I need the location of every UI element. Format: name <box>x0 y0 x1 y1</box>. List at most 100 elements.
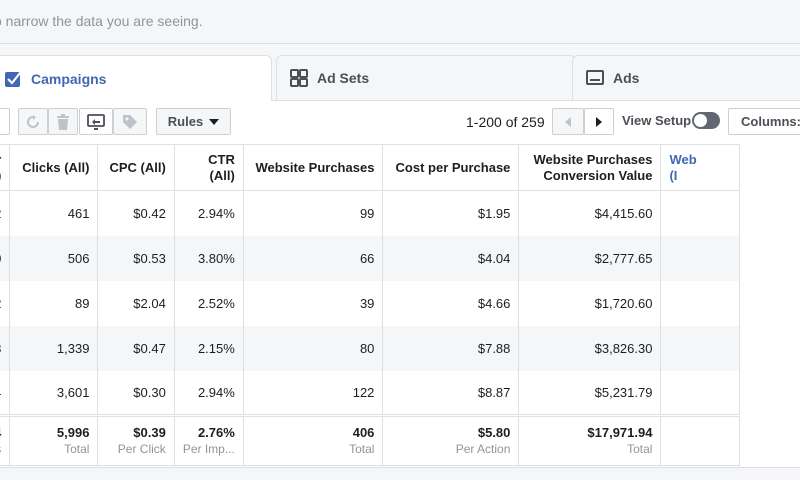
tab-ad-sets[interactable]: Ad Sets <box>276 55 576 101</box>
refresh-icon <box>25 114 41 130</box>
table-row[interactable]: 20.00506$0.533.80%66$4.04$2,777.65 <box>0 235 740 281</box>
table-row[interactable]: 51.4289$2.042.52%39$4.66$1,720.60 <box>0 280 740 326</box>
table-cell: 66 <box>243 235 384 281</box>
caret-down-icon <box>209 118 220 125</box>
data-table-wrap: t perons)Clicks (All)CPC (All)CTR(All)We… <box>0 144 800 468</box>
table-row[interactable]: 10.131,339$0.472.15%80$7.88$3,826.30 <box>0 325 740 371</box>
toolbar: Rules Columns: <box>0 100 800 144</box>
table-cell: $8.87 <box>382 370 520 416</box>
table-cell: $2,777.65 <box>518 235 662 281</box>
duplicate-icon <box>87 113 105 130</box>
table-row[interactable]: 12.32461$0.422.94%99$1.95$4,415.60 <box>0 190 740 236</box>
column-header[interactable]: CPC (All) <box>97 144 175 191</box>
table-cell: $3,826.30 <box>518 325 662 371</box>
table-cell: 10.13 <box>0 325 11 371</box>
table-cell: $1,720.60 <box>518 280 662 326</box>
rules-button[interactable]: Rules <box>156 108 231 135</box>
totals-row: 0.84sions 5,996 Total $0.39 Per Click 2.76% Pe… <box>0 414 740 466</box>
table-cell: $0.42 <box>97 190 175 236</box>
column-header[interactable]: Cost per Purchase <box>382 144 520 191</box>
totals-cell: $5.80 Per Action <box>382 414 520 466</box>
table-cell: $0.30 <box>97 370 175 416</box>
prev-page-button[interactable] <box>552 108 584 135</box>
pagination-text: 1-200 of 259 <box>466 114 545 130</box>
filter-placeholder: o narrow the data you are seeing. <box>0 13 203 29</box>
table-cell: 506 <box>9 235 99 281</box>
totals-cell: 2.76% Per Imp... <box>174 414 244 466</box>
totals-label: Total <box>64 442 90 456</box>
table-cell: 2.94% <box>174 370 244 416</box>
filter-bar[interactable]: o narrow the data you are seeing. <box>0 0 800 44</box>
table-cell <box>660 370 740 416</box>
chevron-left-icon <box>565 116 571 127</box>
tab-campaigns[interactable]: Campaigns <box>0 55 272 101</box>
tab-label: Ads <box>613 70 640 86</box>
totals-value: 0.84 <box>0 425 1 441</box>
table-cell: 80 <box>243 325 384 371</box>
view-setup-toggle[interactable] <box>692 112 720 129</box>
table-cell: 51.42 <box>0 280 11 326</box>
table-cell: $5,231.79 <box>518 370 662 416</box>
table-cell: 8.84 <box>0 370 11 416</box>
tab-label: Ad Sets <box>317 70 370 86</box>
table-cell: $7.88 <box>382 325 520 371</box>
totals-value: 2.76% <box>197 425 235 440</box>
totals-label: Per Click <box>117 442 166 456</box>
tab-label: Campaigns <box>31 70 107 87</box>
totals-cell: $0.39 Per Click <box>97 414 175 466</box>
monitor-icon <box>585 68 605 88</box>
totals-value: $17,971.94 <box>587 425 653 440</box>
tab-ads[interactable]: Ads <box>572 55 800 101</box>
column-header[interactable]: Clicks (All) <box>9 144 99 191</box>
table-cell: 2.94% <box>174 190 244 236</box>
tag-button[interactable] <box>113 108 147 135</box>
totals-value: $0.39 <box>133 425 166 440</box>
campaigns-table: t perons)Clicks (All)CPC (All)CTR(All)We… <box>0 144 740 466</box>
table-cell: 39 <box>243 280 384 326</box>
table-row[interactable]: 8.843,601$0.302.94%122$8.87$5,231.79 <box>0 370 740 416</box>
table-cell: 89 <box>9 280 99 326</box>
tag-icon <box>122 114 138 130</box>
column-header[interactable]: Website Purchases <box>243 144 384 191</box>
checkbox-icon <box>3 69 23 89</box>
table-cell: 122 <box>243 370 384 416</box>
table-cell: $4.66 <box>382 280 520 326</box>
column-header[interactable]: Web (I <box>660 144 740 191</box>
column-header[interactable]: Website Purchases Conversion Value <box>518 144 662 191</box>
trash-icon <box>56 113 70 130</box>
table-cell: 2.52% <box>174 280 244 326</box>
view-setup-label: View Setup <box>622 113 692 128</box>
table-cell: 99 <box>243 190 384 236</box>
totals-label: Total <box>627 442 653 456</box>
table-cell <box>660 325 740 371</box>
columns-button[interactable]: Columns: <box>728 108 800 135</box>
refresh-button[interactable] <box>18 108 48 135</box>
next-page-button[interactable] <box>584 108 614 135</box>
totals-value: 5,996 <box>56 425 90 440</box>
column-header[interactable]: t perons) <box>0 144 11 191</box>
table-cell: 20.00 <box>0 235 11 281</box>
delete-button[interactable] <box>48 108 78 135</box>
table-header-row: t perons)Clicks (All)CPC (All)CTR(All)We… <box>0 144 740 191</box>
grid-icon <box>289 68 309 88</box>
table-cell <box>660 190 740 236</box>
columns-label: Columns: <box>741 114 800 129</box>
totals-cell: 406 Total <box>243 414 384 466</box>
table-cell: 2.15% <box>174 325 244 371</box>
totals-label: Total <box>349 442 375 456</box>
table-cell <box>660 235 740 281</box>
table-cell: $4,415.60 <box>518 190 662 236</box>
duplicate-button[interactable] <box>79 108 113 135</box>
table-cell: $0.53 <box>97 235 175 281</box>
totals-value: 406 <box>352 425 375 440</box>
totals-cell <box>660 414 740 466</box>
table-cell: 12.32 <box>0 190 11 236</box>
table-cell: 3.80% <box>174 235 244 281</box>
totals-cell: 0.84sions <box>0 414 11 466</box>
dropdown-button[interactable] <box>0 108 10 135</box>
table-cell: $1.95 <box>382 190 520 236</box>
column-header[interactable]: CTR (All) <box>174 144 244 191</box>
table-cell <box>660 280 740 326</box>
totals-value: $5.80 <box>477 425 511 440</box>
totals-label: Per Action <box>455 442 511 456</box>
